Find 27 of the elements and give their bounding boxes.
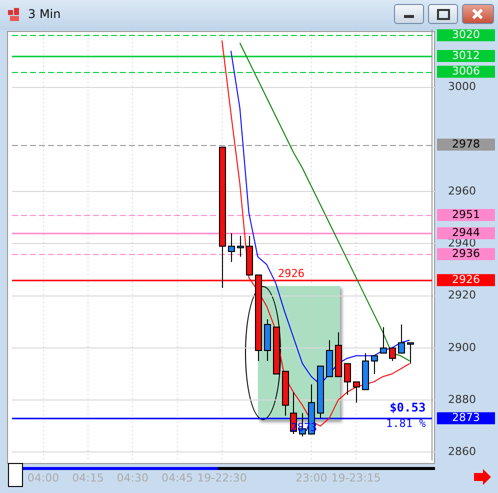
x-tick-label: 04:15 (72, 471, 104, 484)
annotation: 2926 (278, 267, 305, 280)
ref-line-label: 3012 (452, 48, 480, 62)
x-tick-label: 04:45 (161, 471, 194, 484)
x-tick-label: 19-22:30 (197, 471, 247, 484)
annotation: 2873 (290, 421, 318, 434)
ref-line-label: 2936 (452, 246, 480, 260)
annotation: $0.53 (390, 400, 426, 414)
y-tick-label: 2920 (448, 288, 476, 302)
ref-line-label: 2873 (452, 411, 480, 424)
annotation: 1.81 % (386, 417, 426, 430)
y-tick-label: 2860 (448, 445, 476, 458)
x-tick-label: 19-23:15 (331, 471, 381, 484)
x-tick-label: 04:30 (116, 471, 148, 484)
x-tick-label: 04:00 (27, 471, 60, 484)
y-tick-label: 2880 (448, 392, 476, 406)
y-tick-label: 3000 (448, 80, 476, 94)
ref-line-label: 2944 (452, 226, 480, 240)
chart-title: 3 Min (28, 7, 61, 21)
ref-line-label: 2926 (452, 273, 480, 286)
y-tick-label: 2900 (448, 340, 476, 354)
ref-line-label: 2978 (452, 138, 480, 151)
ref-line-label: 3020 (452, 28, 480, 42)
ref-line-label: 2951 (452, 208, 480, 221)
y-tick-label: 2960 (448, 184, 476, 198)
ref-line-label: 3006 (452, 64, 480, 78)
x-tick-label: 23:00 (296, 471, 328, 484)
